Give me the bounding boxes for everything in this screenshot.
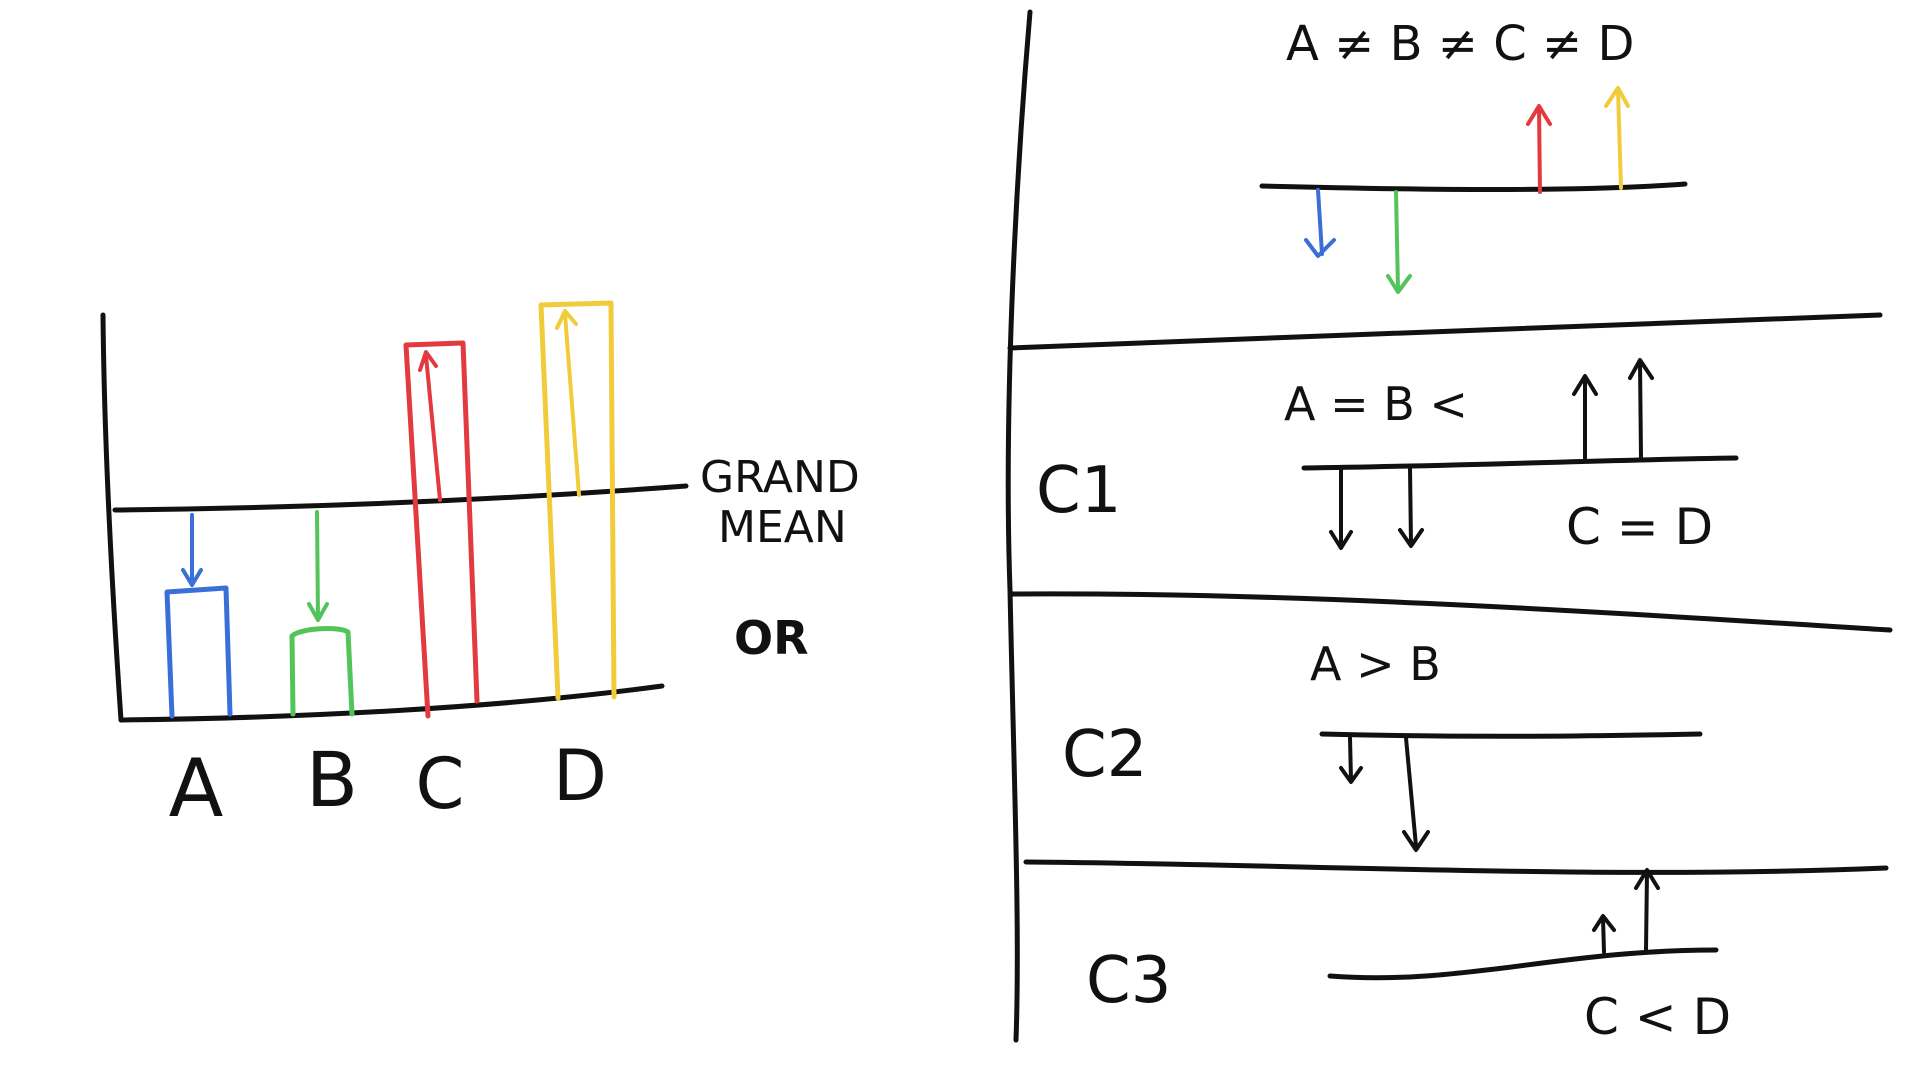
contrast-c1: C1 A = B < C = D — [1036, 358, 1739, 556]
right-vertical-divider — [1005, 9, 1033, 1043]
bar-b-arrow — [307, 510, 329, 622]
separator-1 — [1007, 312, 1883, 351]
contrast-c3: C3 C < D — [1086, 868, 1731, 1046]
c2-note-top: A > B — [1310, 637, 1441, 691]
grand-mean-label-line1: GRAND — [700, 452, 860, 503]
top-arrow-a — [1304, 188, 1336, 258]
c1-arrow-d — [1628, 358, 1654, 460]
contrast-c2: C2 A > B — [1062, 637, 1703, 852]
c3-note-bottom: C < D — [1584, 988, 1731, 1046]
group-label-a: A — [169, 742, 224, 835]
separator-3 — [1023, 859, 1889, 875]
grand-mean-label-line2: MEAN — [718, 502, 847, 553]
top-arrow-d — [1604, 86, 1630, 190]
c1-note-top: A = B < — [1284, 377, 1468, 431]
top-arrow-c — [1526, 104, 1552, 194]
top-mean-line — [1259, 181, 1688, 192]
bar-d-arrow — [555, 309, 581, 497]
bar-b — [289, 510, 355, 717]
bar-a — [164, 513, 233, 719]
bar-d — [538, 300, 617, 701]
or-label: OR — [734, 611, 809, 665]
bar-d-outline — [538, 300, 617, 701]
bar-c-outline — [403, 340, 480, 719]
c1-arrow-a — [1329, 468, 1353, 550]
right-panel: A ≠ B ≠ C ≠ D C1 A = B < C = D C2 A > B — [1005, 9, 1893, 1046]
bar-a-arrow — [181, 513, 203, 587]
top-inequality-label: A ≠ B ≠ C ≠ D — [1286, 16, 1634, 72]
c2-arrow-b — [1402, 736, 1430, 852]
group-label-d: D — [553, 735, 607, 817]
c1-label: C1 — [1036, 454, 1121, 528]
group-label-b: B — [306, 735, 358, 824]
group-label-c: C — [416, 743, 465, 825]
c1-arrow-b — [1398, 466, 1424, 548]
separator-2 — [1009, 591, 1893, 633]
left-y-axis — [100, 312, 124, 723]
c2-label: C2 — [1062, 718, 1147, 792]
bar-c — [403, 340, 480, 719]
bar-b-outline — [289, 626, 355, 717]
top-arrow-b — [1386, 190, 1412, 294]
grand-mean-line — [112, 483, 689, 513]
top-section: A ≠ B ≠ C ≠ D — [1259, 16, 1688, 294]
c3-arrow-c — [1592, 914, 1616, 954]
c2-mean-line — [1319, 731, 1703, 739]
c2-arrow-a — [1339, 736, 1363, 784]
left-baseline — [118, 683, 665, 723]
c1-mean-line — [1301, 455, 1739, 471]
c1-arrow-c — [1572, 374, 1598, 462]
left-panel: GRAND MEAN OR A B C D — [100, 300, 860, 835]
c3-arrow-d — [1634, 868, 1660, 952]
c3-label: C3 — [1086, 944, 1171, 1018]
c1-note-bottom: C = D — [1566, 498, 1713, 556]
bar-c-arrow — [418, 350, 442, 502]
bar-a-outline — [164, 585, 233, 719]
c3-mean-line — [1327, 947, 1719, 981]
